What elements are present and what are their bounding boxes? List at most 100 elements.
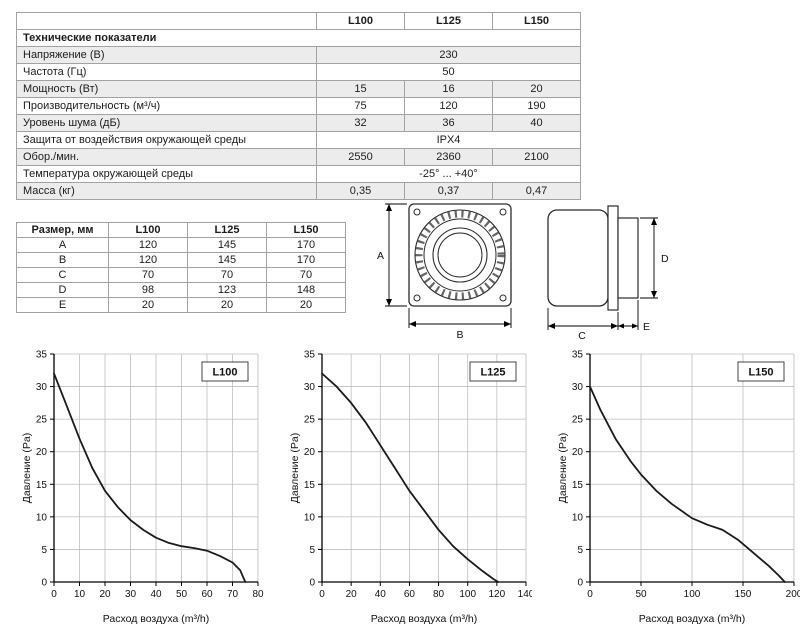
fan-front-view: A B (377, 203, 512, 341)
arrow-icon (386, 299, 392, 306)
svg-text:60: 60 (201, 589, 213, 600)
spec-value: 50 (316, 63, 581, 81)
spec-label: Уровень шума (дБ) (16, 114, 317, 132)
chart-title: L150 (748, 367, 773, 379)
dim-row: E 20 20 20 (16, 297, 346, 313)
svg-text:20: 20 (36, 447, 48, 458)
svg-text:0: 0 (577, 578, 583, 589)
spec-value: 32 (316, 114, 405, 132)
spec-value: 36 (404, 114, 493, 132)
svg-text:10: 10 (36, 512, 48, 523)
svg-text:5: 5 (309, 545, 315, 556)
chart-title: L100 (212, 367, 237, 379)
chart-svg: 0 10 20 30 40 50 60 70 80 0 5 10 15 20 25 30 35 L100 Расхо… (21, 350, 264, 626)
svg-text:15: 15 (304, 480, 316, 491)
spec-label: Производительность (м³/ч) (16, 97, 317, 115)
dimension-b (408, 308, 512, 328)
dim-label-e: E (643, 321, 650, 333)
arrow-icon (651, 218, 657, 225)
svg-text:60: 60 (404, 589, 416, 600)
svg-text:10: 10 (572, 512, 584, 523)
chart-svg: 0 50 100 150 200 0 5 10 15 20 25 30 35 L150 Расход воз… (557, 350, 800, 626)
spec-value: 2100 (492, 148, 581, 166)
spec-value: 190 (492, 97, 581, 115)
screw-icon (413, 294, 421, 302)
dim-label-a: A (377, 250, 384, 262)
spec-value: 0,37 (404, 182, 493, 200)
svg-text:20: 20 (99, 589, 111, 600)
dim-label: E (16, 297, 109, 313)
fan-side-view: D C E (547, 205, 669, 342)
performance-curve (53, 372, 247, 583)
dim-value: 145 (187, 237, 267, 253)
chart-title: L125 (480, 367, 505, 379)
spec-value: 120 (404, 97, 493, 115)
spec-label: Напряжение (В) (16, 46, 317, 64)
spec-value: 2360 (404, 148, 493, 166)
svg-text:150: 150 (735, 589, 752, 600)
spec-col-header: L125 (404, 12, 493, 30)
dim-value: 148 (266, 282, 346, 298)
dim-row: B 120 145 170 (16, 252, 346, 268)
spec-value: 2550 (316, 148, 405, 166)
arrow-icon (548, 323, 555, 329)
arrow-icon (651, 291, 657, 298)
svg-text:20: 20 (304, 447, 316, 458)
svg-text:35: 35 (36, 350, 48, 361)
spec-value: 0,47 (492, 182, 581, 200)
pressure-flow-chart-l100: 0 10 20 30 40 50 60 70 80 0 5 10 15 20 25 30 35 L100 Расхо… (20, 340, 264, 630)
svg-text:10: 10 (304, 512, 316, 523)
spec-value: -25° ... +40° (316, 165, 581, 183)
dimensions-table: Размер, мм L100 L125 L150 A 120 145 170 B 120 145 1… (16, 222, 346, 313)
arrow-icon (386, 204, 392, 211)
svg-text:25: 25 (304, 415, 316, 426)
x-axis-label: Расход воздуха (m³/h) (103, 613, 210, 625)
performance-curve (321, 372, 500, 583)
fan-outer-ring (414, 209, 506, 301)
arrow-icon (632, 323, 638, 329)
svg-text:25: 25 (36, 415, 48, 426)
svg-text:10: 10 (74, 589, 86, 600)
spec-label: Защита от воздействия окружающей среды (16, 131, 317, 149)
dim-value: 70 (108, 267, 188, 283)
dim-label: A (16, 237, 109, 253)
screw-icon (499, 208, 507, 216)
svg-text:35: 35 (572, 350, 584, 361)
svg-text:0: 0 (319, 589, 325, 600)
svg-text:15: 15 (572, 480, 584, 491)
dim-label: B (16, 252, 109, 268)
dimension-c (547, 308, 619, 330)
svg-text:5: 5 (577, 545, 583, 556)
y-axis-label: Давление (Pa) (289, 433, 301, 504)
svg-text:30: 30 (304, 382, 316, 393)
dim-value: 145 (187, 252, 267, 268)
svg-text:5: 5 (41, 545, 47, 556)
chart-svg: 0 20 40 60 80 100 120 140 0 5 10 15 20 25 30 35 L125 Расх… (289, 350, 535, 626)
svg-text:50: 50 (635, 589, 647, 600)
dim-value: 20 (187, 297, 267, 313)
dim-table-body: Размер, мм L100 L125 L150 A 120 145 170 B 120 145 1… (16, 222, 346, 313)
dimension-a (385, 203, 407, 307)
spec-corner-cell (16, 12, 317, 30)
dim-value: 170 (266, 237, 346, 253)
front-view-drawing: A B (375, 198, 515, 345)
pressure-flow-chart-l150: 0 50 100 150 200 0 5 10 15 20 25 30 35 L150 Расход воз… (556, 340, 800, 630)
spec-section-title: Технические показатели (16, 29, 581, 47)
spec-col-header: L100 (316, 12, 405, 30)
y-axis-label: Давление (Pa) (557, 433, 569, 504)
x-axis-label: Расход воздуха (m³/h) (639, 613, 746, 625)
fan-body-side (547, 209, 609, 307)
svg-text:20: 20 (346, 589, 358, 600)
chart-title-box (737, 361, 785, 382)
arrow-icon (504, 321, 511, 327)
spec-row: Уровень шума (дБ) 32 36 40 (16, 114, 581, 132)
spec-label: Масса (кг) (16, 182, 317, 200)
mounting-plate-side (607, 205, 619, 311)
svg-text:100: 100 (684, 589, 701, 600)
chart-title-box (469, 361, 517, 382)
spec-value: 15 (316, 80, 405, 98)
side-view-drawing: D C E (540, 198, 675, 345)
spec-value: 230 (316, 46, 581, 64)
svg-text:30: 30 (125, 589, 137, 600)
